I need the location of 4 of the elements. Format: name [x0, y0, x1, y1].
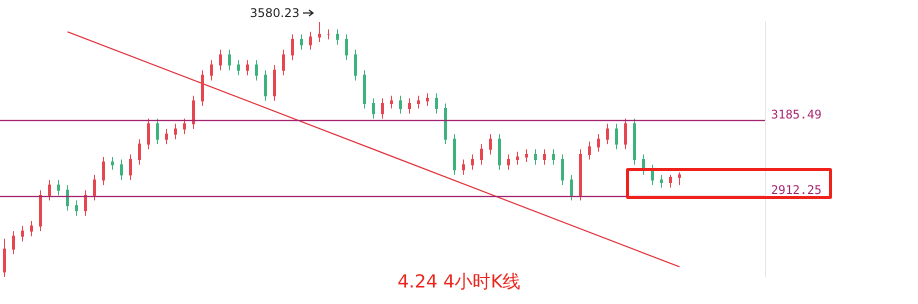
- y-tick-label: 3185.49: [771, 107, 822, 122]
- text: 4.24 4小时K线: [397, 272, 521, 292]
- text: 3580.23: [250, 6, 300, 20]
- y-tick-label: 2912.25: [771, 182, 822, 197]
